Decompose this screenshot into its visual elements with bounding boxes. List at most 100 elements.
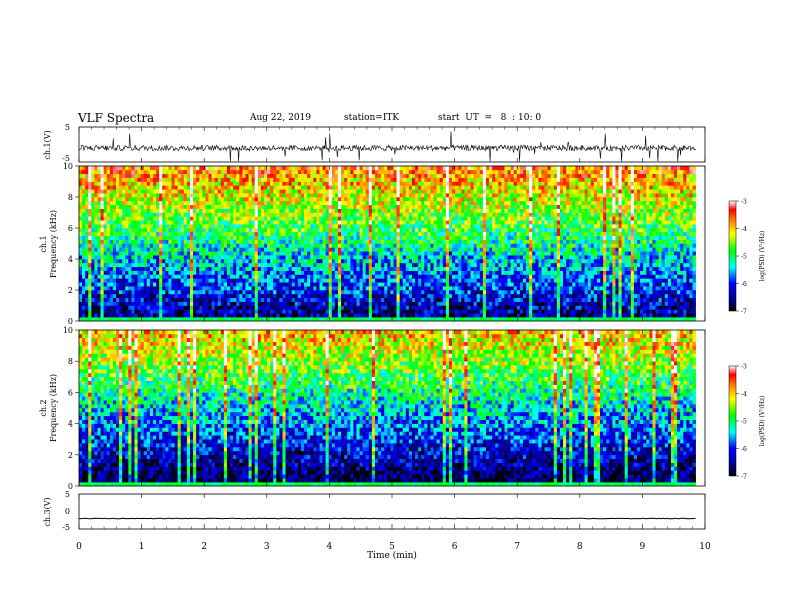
spectrogram-cell <box>319 169 323 175</box>
spectrogram-cell <box>79 301 83 306</box>
spectrogram-cell <box>396 293 400 299</box>
ch1-ytick-top: 5 <box>65 123 70 132</box>
spectrogram-cell <box>220 266 225 271</box>
spectrogram-cell <box>257 231 262 237</box>
spectrogram-cell <box>134 293 138 299</box>
spectrogram-cell <box>334 286 339 291</box>
spectrogram-cell <box>217 200 222 206</box>
spectrogram-cell <box>347 297 351 302</box>
spectrogram-cell <box>442 204 447 209</box>
spectrogram-cell <box>180 262 185 268</box>
spectrogram-cell <box>88 313 92 318</box>
spectrogram-cell <box>143 181 148 186</box>
spectrogram-cell <box>448 309 453 314</box>
spectrogram-cell <box>390 259 394 264</box>
spectrogram-cell <box>393 204 397 209</box>
spectrogram-cell <box>359 239 363 244</box>
spectrogram-cell <box>267 305 271 310</box>
spectrogram-cell <box>100 293 104 299</box>
spectrogram-cell <box>359 231 363 237</box>
spectrogram-cell <box>82 197 86 202</box>
spectrogram-cell <box>122 212 126 217</box>
spectrogram-cell <box>276 220 280 225</box>
spectrogram-cell <box>180 313 185 318</box>
spectrogram-cell <box>442 301 447 306</box>
spectrogram-cell <box>245 266 249 271</box>
spectrogram-cell <box>433 235 437 240</box>
spectrogram-cell <box>193 216 197 221</box>
spectrogram-cell <box>245 262 249 268</box>
spectrogram-cell <box>458 181 462 186</box>
spectrogram-cell <box>267 181 271 186</box>
spectrogram-cell <box>226 177 231 182</box>
spectrogram-cell <box>202 290 206 295</box>
spectrogram-cell <box>128 181 132 186</box>
spectrogram-cell <box>313 251 317 256</box>
spectrogram-cell <box>294 270 299 275</box>
spectrogram-cell <box>174 243 178 248</box>
spectrogram-cell <box>415 181 419 186</box>
spectrogram-cell <box>174 181 178 186</box>
spectrogram-cell <box>217 274 222 279</box>
spectrogram-cell <box>325 309 330 314</box>
spectrogram-cell <box>140 185 145 190</box>
spectrogram-cell <box>418 185 422 190</box>
spectrogram-cell <box>91 251 95 256</box>
spectrogram-cell <box>214 309 219 314</box>
spectrogram-cell <box>421 282 425 287</box>
spectrogram-cell <box>384 166 388 171</box>
spectrogram-cell <box>226 293 231 299</box>
spectrogram-cell <box>177 309 182 314</box>
spectrogram-cell <box>226 197 231 202</box>
spectrogram-cell <box>411 212 416 217</box>
spectrogram-cell <box>270 301 274 306</box>
spectrogram-cell <box>131 235 135 240</box>
spectrogram-cell <box>116 255 120 260</box>
spectrogram-cell <box>236 270 240 275</box>
spectrogram-cell <box>134 301 138 306</box>
spectrogram-cell <box>119 185 123 190</box>
spectrogram-cell <box>350 290 354 295</box>
spectrogram-cell <box>242 212 246 217</box>
spectrogram-cell <box>356 224 360 229</box>
spectrogram-cell <box>156 173 160 178</box>
spectrogram-cell <box>103 286 108 291</box>
spectrogram-cell <box>193 166 197 171</box>
spectrogram-cell <box>445 239 450 244</box>
spectrogram-cell <box>122 235 126 240</box>
spectrogram-cell <box>202 266 206 271</box>
spectrogram-cell <box>304 208 308 213</box>
spectrogram-cell <box>334 305 339 310</box>
spectrogram-cell <box>128 197 132 202</box>
spectrogram-cell <box>211 208 215 213</box>
spectrogram-cell <box>91 173 95 178</box>
spectrogram-cell <box>171 293 175 299</box>
spectrogram-cell <box>97 228 101 233</box>
spectrogram-cell <box>334 189 339 194</box>
spectrogram-cell <box>455 286 459 291</box>
spectrogram-cell <box>387 243 391 248</box>
spectrogram-cell <box>322 278 326 283</box>
spectrogram-cell <box>165 208 169 213</box>
spectrogram-cell <box>371 274 376 279</box>
spectrogram-cell <box>149 293 154 299</box>
spectrogram-cell <box>424 305 428 310</box>
spectrogram-cell <box>236 305 240 310</box>
spectrogram-cell <box>236 235 240 240</box>
spectrogram-cell <box>140 193 145 198</box>
spectrogram-cell <box>418 290 422 295</box>
spectrogram-cell <box>313 243 317 248</box>
spectrogram-cell <box>109 282 114 287</box>
spectrogram-cell <box>245 189 249 194</box>
spectrogram-cell <box>236 173 240 178</box>
spectrogram-cell <box>288 212 293 217</box>
spectrogram-cell <box>196 274 200 279</box>
spectrogram-cell <box>341 293 345 299</box>
spectrogram-cell <box>337 208 342 213</box>
spectrogram-cell <box>297 193 302 198</box>
spectrogram-cell <box>174 301 178 306</box>
spectrogram-cell <box>337 305 342 310</box>
spectrogram-cell <box>276 224 280 229</box>
spectrogram-cell <box>116 286 120 291</box>
spectrogram-cell <box>452 247 456 252</box>
